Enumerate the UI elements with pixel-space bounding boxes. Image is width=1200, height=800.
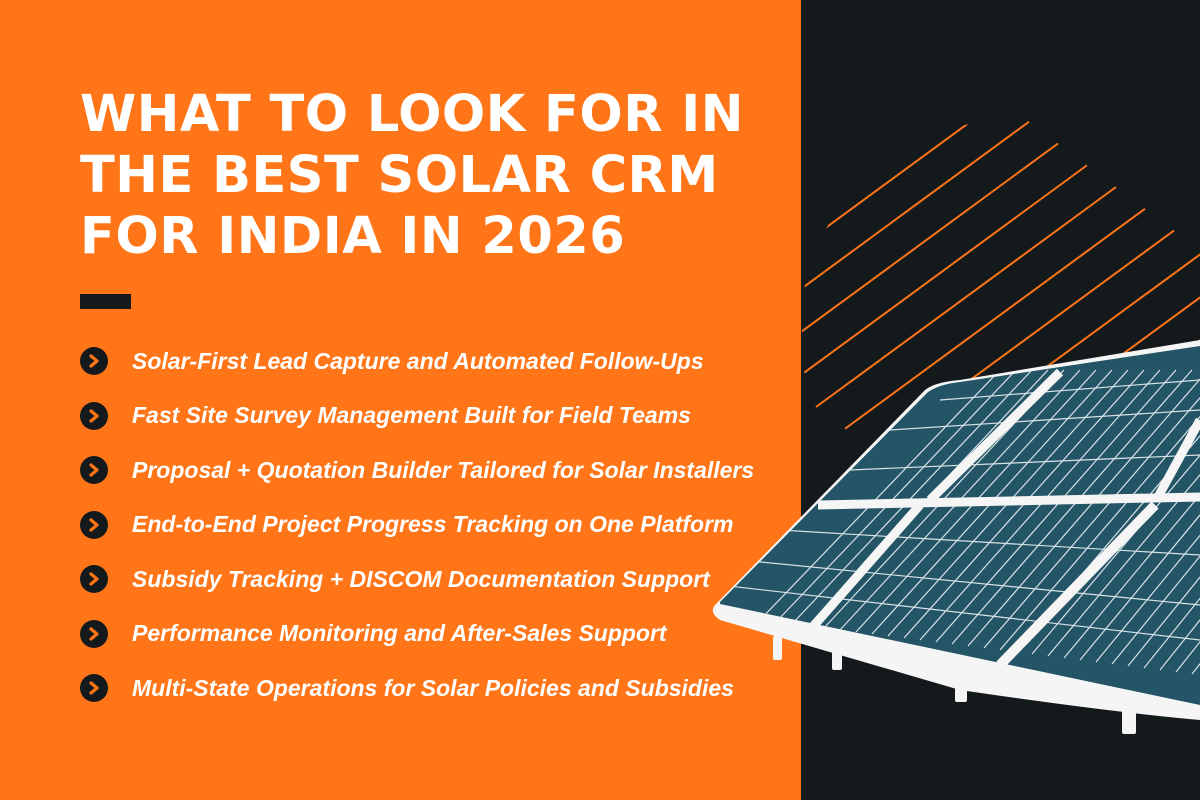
stripe [844, 207, 1146, 430]
divider-bar [80, 294, 131, 309]
stripe [802, 142, 1059, 365]
feature-label: Multi-State Operations for Solar Policie… [132, 674, 734, 701]
cell-line [1063, 369, 1200, 659]
feature-label: Fast Site Survey Management Built for Fi… [132, 402, 691, 429]
cell-line [720, 584, 1200, 641]
chevron-right-circle-icon [80, 510, 108, 539]
feature-label: Performance Monitoring and After-Sales S… [132, 620, 667, 647]
cell-line [779, 529, 1200, 556]
cell-line [1127, 369, 1200, 667]
cell-line [967, 369, 1200, 647]
chevron-right-circle-icon [80, 565, 108, 594]
list-item: Subsidy Tracking + DISCOM Documentation … [80, 552, 754, 607]
list-item: Solar-First Lead Capture and Automated F… [80, 334, 754, 389]
cell-line [939, 379, 1200, 401]
feature-list: Solar-First Lead Capture and Automated F… [80, 334, 754, 716]
cell-line [983, 369, 1200, 649]
list-item: End-to-End Project Progress Tracking on … [80, 498, 754, 553]
cell-line [1047, 369, 1200, 657]
list-item: Proposal + Quotation Builder Tailored fo… [80, 443, 754, 498]
chevron-right-circle-icon [80, 456, 108, 485]
stripe [815, 186, 1117, 408]
stripe [802, 164, 1088, 387]
cell-line [951, 369, 1193, 645]
cell-line [1143, 369, 1200, 669]
cell-line [775, 369, 1017, 623]
chevron-right-circle-icon [80, 674, 108, 703]
orange-panel [0, 0, 801, 800]
cell-line [1079, 369, 1200, 661]
headline: What to look for in the best Solar CRM f… [80, 85, 744, 266]
cell-line [791, 369, 1033, 625]
stripe [802, 120, 1030, 343]
feature-label: Subsidy Tracking + DISCOM Documentation … [132, 565, 710, 592]
cell-line [739, 559, 1200, 606]
feature-label: Solar-First Lead Capture and Automated F… [132, 347, 704, 374]
list-item: Performance Monitoring and After-Sales S… [80, 607, 754, 662]
cell-line [999, 369, 1200, 651]
chevron-right-circle-icon [80, 347, 108, 376]
chevron-right-circle-icon [80, 619, 108, 648]
feature-label: End-to-End Project Progress Tracking on … [132, 511, 734, 538]
cell-line [889, 409, 1200, 431]
cell-line [935, 369, 1177, 643]
cell-line [1095, 369, 1200, 663]
list-item: Fast Site Survey Management Built for Fi… [80, 389, 754, 444]
stripe [802, 120, 1001, 321]
cell-line [759, 369, 1001, 621]
list-item: Multi-State Operations for Solar Policie… [80, 661, 754, 716]
solar-panel [712, 340, 1200, 734]
chevron-right-circle-icon [80, 401, 108, 430]
feature-label: Proposal + Quotation Builder Tailored fo… [132, 456, 755, 483]
cell-line [849, 454, 1200, 471]
cell-line [1111, 369, 1200, 665]
